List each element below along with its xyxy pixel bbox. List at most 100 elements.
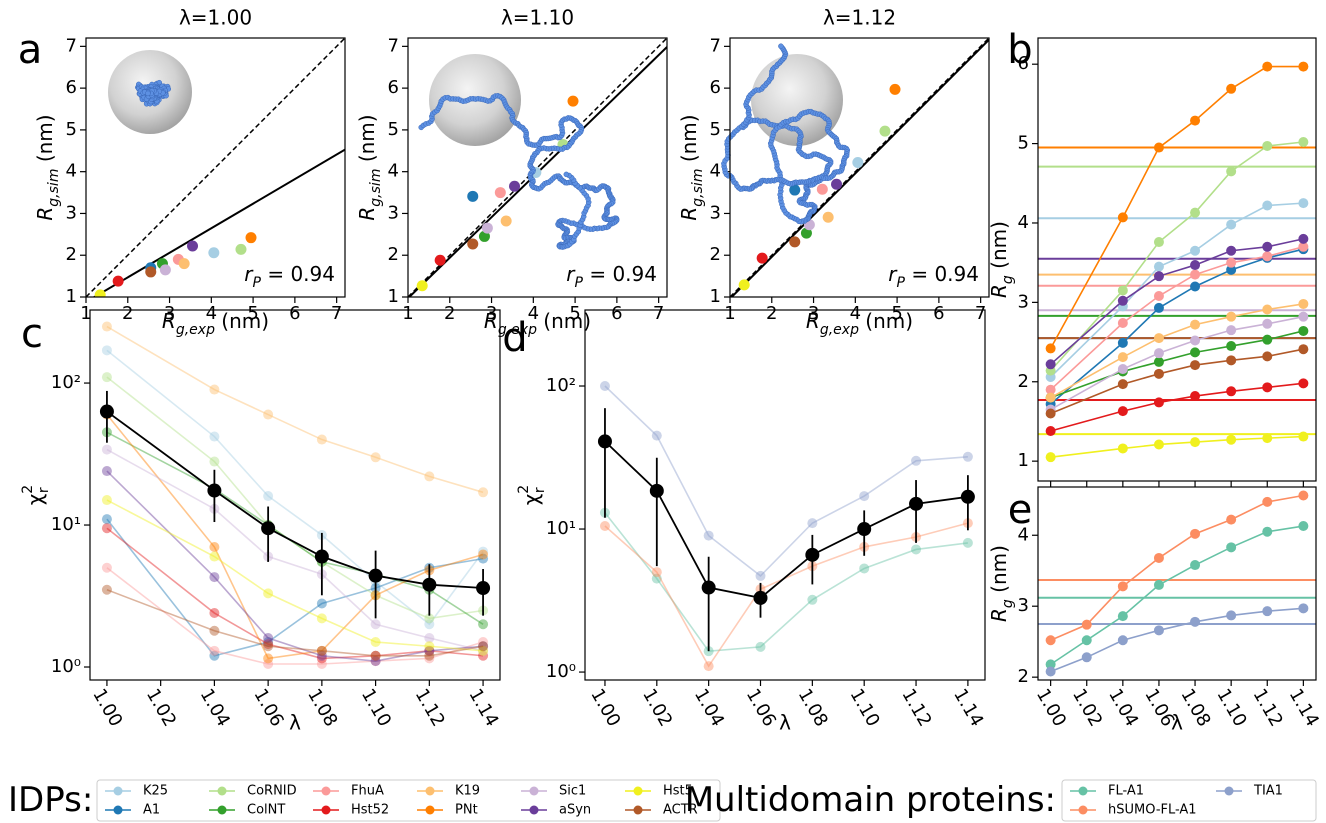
series-line: [604, 440, 969, 599]
legend-label: FL-A1: [1108, 784, 1144, 799]
point: [1153, 579, 1164, 590]
x-tick-label: 1.04: [690, 685, 728, 730]
point: [1045, 659, 1056, 670]
plot-area: [597, 381, 975, 672]
x-tick-label: 1.00: [586, 685, 624, 730]
x-tick-label: 1.06: [742, 685, 780, 730]
point: [424, 641, 435, 652]
point: [859, 491, 870, 502]
label-sub: r: [36, 487, 52, 493]
point: [478, 650, 489, 661]
y-tick-label: 2: [710, 244, 721, 265]
point: [651, 430, 662, 441]
point: [1298, 490, 1309, 501]
point: [1117, 379, 1128, 390]
legend-box: [1061, 779, 1317, 822]
point: [416, 280, 428, 292]
label-sup: 2: [516, 485, 532, 494]
point: [316, 645, 327, 656]
y-tick-label: 2: [1018, 371, 1029, 392]
point: [1117, 364, 1128, 375]
point: [1117, 581, 1128, 592]
point: [424, 471, 435, 482]
y-tick-label: 10⁰: [546, 661, 576, 682]
legend-label: TIA1: [1253, 784, 1283, 799]
point: [1045, 425, 1056, 436]
y-tick-label: 5: [1018, 133, 1029, 154]
point: [1081, 619, 1092, 630]
label-sub: P: [897, 275, 906, 291]
x-axis-label: Rg,exp (nm): [162, 309, 269, 339]
y-tick-label: 1: [1018, 450, 1029, 471]
point: [1190, 391, 1201, 402]
legend-marker: [1078, 805, 1088, 815]
label-main: R: [33, 207, 57, 221]
legend-box: [96, 779, 721, 822]
point: [478, 645, 489, 656]
label-after: = 0.94: [261, 262, 335, 286]
point: [879, 125, 891, 137]
legend-label: Hst52: [351, 803, 389, 818]
point: [481, 222, 493, 234]
point: [1298, 325, 1309, 336]
point: [1226, 325, 1237, 336]
plot-area: [1038, 61, 1316, 463]
annotation: rP = 0.94: [566, 262, 657, 292]
label-main: χ: [519, 494, 543, 506]
point: [478, 487, 489, 498]
point: [889, 83, 901, 95]
point: [1298, 431, 1309, 442]
axes-frame: [85, 37, 346, 298]
point: [1190, 281, 1201, 292]
point: [1226, 542, 1237, 553]
point: [370, 656, 381, 667]
y-tick-label: 7: [66, 35, 77, 56]
y-axis-label: Rg,sim (nm): [355, 114, 385, 220]
y-axis-label: Rg (nm): [987, 545, 1017, 622]
point: [1226, 264, 1237, 275]
point: [1298, 603, 1309, 614]
y-tick-label: 10¹: [51, 514, 81, 535]
point: [370, 656, 381, 667]
point: [207, 483, 222, 498]
label-main: r: [888, 262, 898, 286]
legend-label: ColNT: [247, 803, 285, 818]
point: [1226, 257, 1237, 268]
point: [567, 95, 579, 107]
label-after: (nm): [987, 545, 1011, 599]
x-tick-label: 7: [975, 303, 986, 324]
point: [478, 645, 489, 656]
identity-line: [730, 38, 989, 297]
label-sub: g,sim: [46, 169, 62, 207]
point: [101, 466, 112, 477]
point: [101, 444, 112, 455]
point: [209, 542, 220, 553]
legend-label: PNt: [455, 803, 478, 818]
point: [209, 551, 220, 562]
series-line: [106, 499, 484, 652]
legend-label: hSUMO-FL-A1: [1108, 803, 1197, 818]
legend-marker: [425, 805, 435, 815]
point: [1117, 611, 1128, 622]
point: [509, 180, 521, 192]
point: [1262, 334, 1273, 345]
plot-area: [1038, 490, 1316, 677]
point: [1190, 245, 1201, 256]
legend-label: aSyn: [559, 803, 591, 818]
series-line: [1050, 494, 1304, 641]
series-line: [1050, 246, 1304, 391]
point: [424, 650, 435, 661]
point: [1190, 437, 1201, 448]
label-after: (nm): [355, 114, 379, 168]
y-tick-label: 7: [388, 35, 399, 56]
point: [263, 653, 274, 664]
legend-marker: [321, 805, 331, 815]
y-tick-label: 2: [1018, 666, 1029, 687]
point: [209, 456, 220, 467]
point: [1153, 368, 1164, 379]
axes-frame: [729, 37, 990, 298]
point: [701, 580, 716, 595]
x-tick-label: 4: [528, 303, 539, 324]
point: [478, 553, 489, 564]
